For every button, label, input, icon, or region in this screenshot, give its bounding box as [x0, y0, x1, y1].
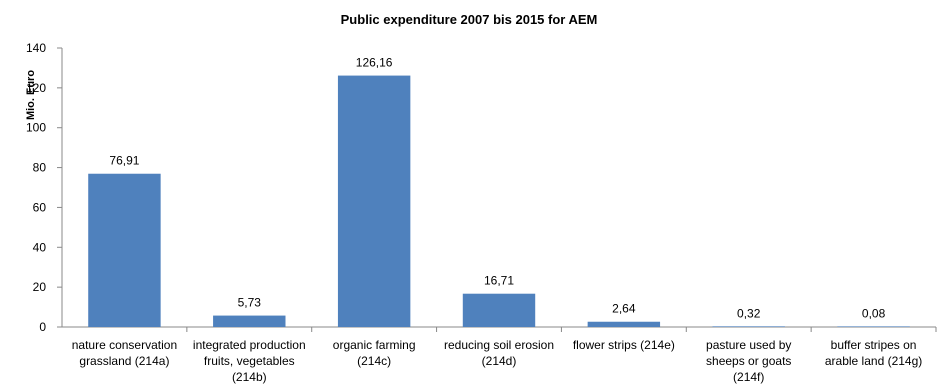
category-label: reducing soil erosion: [444, 338, 554, 352]
data-label: 5,73: [238, 296, 262, 310]
data-label: 76,91: [109, 154, 139, 168]
chart-title: Public expenditure 2007 bis 2015 for AEM: [341, 12, 598, 27]
category-label: sheeps or goats: [706, 354, 791, 368]
category-label: (214f): [733, 370, 764, 384]
bar: [837, 326, 910, 327]
data-label: 0,32: [737, 306, 761, 320]
category-label: integrated production: [193, 338, 306, 352]
bar: [712, 326, 785, 327]
y-axis-label: Mio. Euro: [25, 70, 37, 120]
y-tick-label: 0: [39, 320, 46, 334]
y-tick-label: 100: [26, 121, 46, 135]
category-label: (214d): [482, 354, 517, 368]
y-tick-label: 60: [33, 200, 47, 214]
y-tick-label: 140: [26, 41, 46, 55]
category-label: (214c): [357, 354, 391, 368]
data-labels-group: 76,91 5,73 126,16 16,71 2,64 0,32 0,08: [109, 56, 885, 321]
y-tick-label: 120: [26, 81, 46, 95]
category-label: (214b): [232, 370, 267, 384]
category-label: grassland (214a): [79, 354, 169, 368]
category-label: nature conservation: [72, 338, 177, 352]
bar: [462, 293, 536, 327]
data-label: 16,71: [484, 274, 514, 288]
y-tick-label: 40: [33, 240, 47, 254]
category-label: pasture used by: [706, 338, 791, 352]
category-label: buffer stripes on: [831, 338, 917, 352]
data-label: 2,64: [612, 302, 636, 316]
y-tick-label: 20: [33, 280, 47, 294]
bars-group: [88, 75, 910, 327]
data-label: 0,08: [862, 306, 886, 320]
category-label: fruits, vegetables: [204, 354, 295, 368]
category-labels-group: nature conservation grassland (214a) integ…: [72, 327, 937, 384]
bar: [88, 173, 161, 327]
category-label: flower strips (214e): [573, 338, 675, 352]
category-label: organic farming: [333, 338, 416, 352]
y-tick-label: 80: [33, 161, 47, 175]
y-axis-ticks: 0 20 40 60 80 100 120 140: [26, 41, 62, 334]
bar: [587, 321, 661, 327]
category-label: arable land (214g): [825, 354, 922, 368]
bar: [213, 315, 286, 327]
data-label: 126,16: [356, 56, 393, 70]
bar: [337, 75, 411, 327]
